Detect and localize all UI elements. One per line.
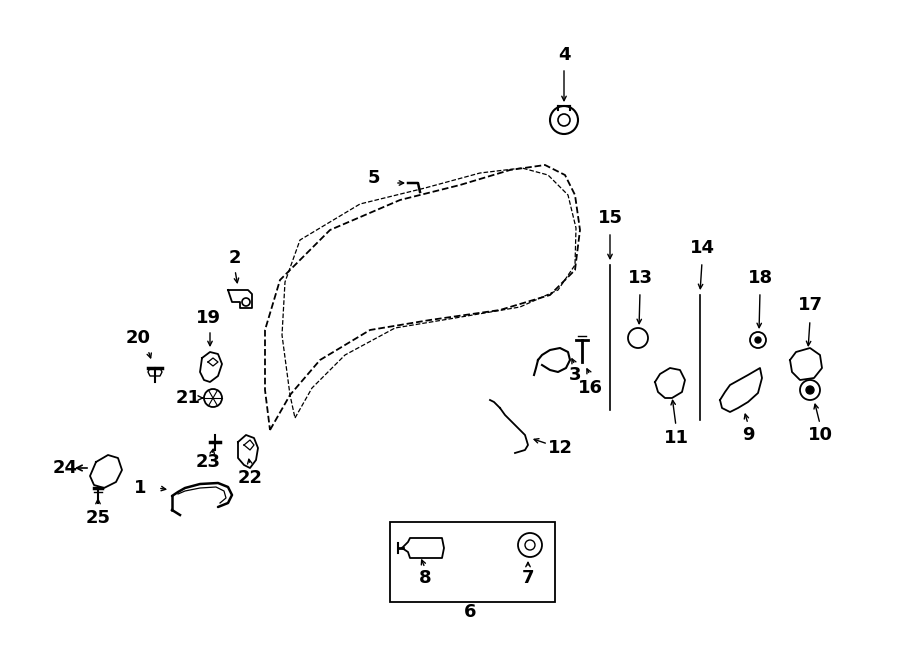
Text: 22: 22 — [238, 469, 263, 487]
Text: 11: 11 — [663, 429, 688, 447]
Text: 4: 4 — [558, 46, 571, 64]
Text: 2: 2 — [229, 249, 241, 267]
Text: 9: 9 — [742, 426, 754, 444]
Text: 25: 25 — [86, 509, 111, 527]
Text: 6: 6 — [464, 603, 476, 621]
Text: 15: 15 — [598, 209, 623, 227]
Text: 10: 10 — [807, 426, 833, 444]
Text: 18: 18 — [747, 269, 772, 287]
Text: 13: 13 — [627, 269, 652, 287]
Text: 16: 16 — [578, 379, 602, 397]
Text: 14: 14 — [689, 239, 715, 257]
Text: 8: 8 — [418, 569, 431, 587]
Text: 7: 7 — [522, 569, 535, 587]
Text: 17: 17 — [797, 296, 823, 314]
Text: 12: 12 — [547, 439, 572, 457]
Text: 20: 20 — [125, 329, 150, 347]
Text: 23: 23 — [195, 453, 220, 471]
Bar — [390, 522, 555, 602]
Circle shape — [806, 386, 814, 394]
Text: 24: 24 — [52, 459, 77, 477]
Circle shape — [755, 337, 761, 343]
Text: 5: 5 — [368, 169, 380, 187]
Text: 3: 3 — [569, 366, 581, 384]
Text: 21: 21 — [176, 389, 201, 407]
Text: 1: 1 — [134, 479, 146, 497]
Text: 19: 19 — [195, 309, 220, 327]
